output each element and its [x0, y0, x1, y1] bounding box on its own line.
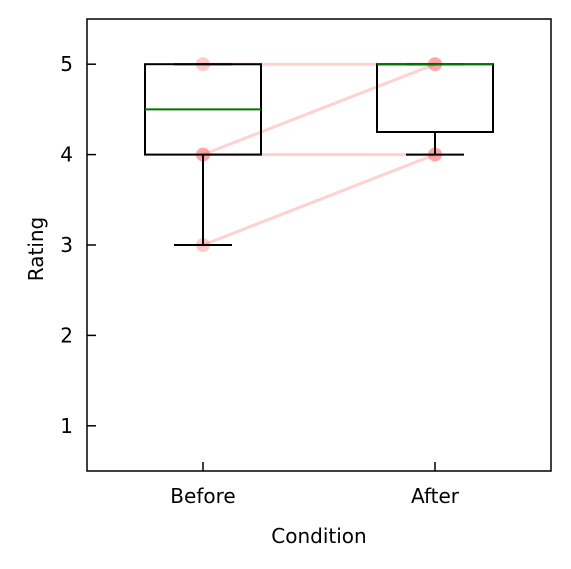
- x-axis: Before After: [170, 462, 460, 508]
- y-axis-title: Rating: [24, 217, 48, 281]
- y-tick-label: 3: [60, 233, 73, 257]
- pair-line: [201, 62, 437, 157]
- box-after: [376, 63, 494, 133]
- x-axis-title: Condition: [271, 524, 366, 548]
- pair-line: [201, 153, 437, 247]
- y-axis: 1 2 3 4 5: [60, 52, 96, 438]
- plot-frame: [86, 18, 552, 472]
- boxes-layer: [144, 63, 494, 246]
- y-tick-label: 5: [60, 52, 73, 76]
- x-tick-label: Before: [170, 484, 235, 508]
- y-tick-label: 2: [60, 323, 73, 347]
- x-tick-label: After: [411, 484, 460, 508]
- y-tick-label: 4: [60, 143, 73, 167]
- y-tick-label: 1: [60, 414, 73, 438]
